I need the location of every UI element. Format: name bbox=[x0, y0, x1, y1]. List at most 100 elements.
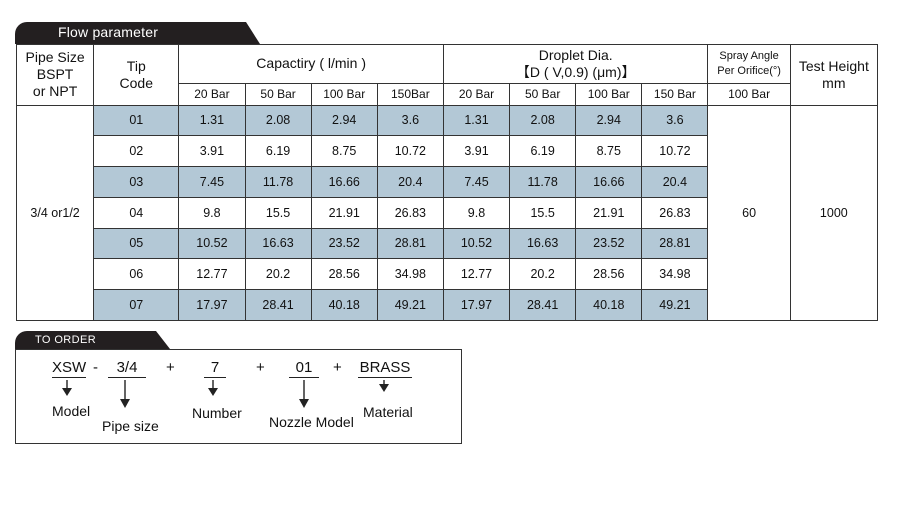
arrow-down-icon bbox=[120, 380, 130, 408]
table-cell: 23.52 bbox=[310, 227, 378, 260]
table-cell: 28.81 bbox=[641, 227, 709, 260]
flow-parameter-tab: Flow parameter bbox=[15, 22, 260, 44]
flow-parameter-title: Flow parameter bbox=[58, 24, 159, 40]
pipe-size-label: Pipe size bbox=[102, 418, 159, 434]
table-cell: 20.4 bbox=[641, 166, 709, 198]
pressure-header: 50 Bar bbox=[244, 82, 312, 106]
tip-code-cell: 02 bbox=[93, 135, 180, 168]
table-cell: 26.83 bbox=[376, 196, 444, 229]
tip-code-header: Tip Code bbox=[93, 44, 180, 106]
plus-sign: + bbox=[166, 359, 175, 376]
table-cell: 40.18 bbox=[310, 289, 378, 321]
table-cell: 10.52 bbox=[442, 227, 511, 260]
table-cell: 3.6 bbox=[641, 104, 709, 137]
table-cell: 6.19 bbox=[509, 135, 577, 168]
table-cell: 21.91 bbox=[310, 196, 378, 229]
table-row: 03 7.45 11.78 16.66 20.4 7.45 11.78 16.6… bbox=[17, 166, 878, 198]
pipe-size-value: 3/4 or1/2 bbox=[15, 104, 95, 322]
plus-sign: + bbox=[333, 359, 342, 376]
spray-angle-value: 60 bbox=[707, 104, 791, 322]
table-cell: 21.91 bbox=[575, 196, 643, 229]
table-cell: 8.75 bbox=[310, 135, 378, 168]
pipe-size-code: 3/4 bbox=[108, 359, 146, 378]
table-row: 02 3.91 6.19 8.75 10.72 3.91 6.19 8.75 1… bbox=[17, 135, 878, 168]
table-cell: 12.77 bbox=[178, 258, 246, 291]
table-cell: 12.77 bbox=[442, 258, 511, 291]
to-order-tab: TO ORDER bbox=[15, 331, 170, 349]
table-cell: 16.63 bbox=[509, 227, 577, 260]
table-cell: 9.8 bbox=[442, 196, 511, 229]
pressure-header: 100 Bar bbox=[575, 82, 643, 106]
table-row: 3/4 or1/2 01 1.31 2.08 2.94 3.6 1.31 2.0… bbox=[15, 104, 879, 322]
table-cell: 15.5 bbox=[244, 196, 312, 229]
table-cell: 26.83 bbox=[641, 196, 709, 229]
tip-code-cell: 06 bbox=[93, 258, 180, 291]
table-cell: 10.72 bbox=[641, 135, 709, 168]
table-cell: 20.2 bbox=[244, 258, 312, 291]
table-cell: 17.97 bbox=[442, 289, 511, 321]
flow-parameter-table: Pipe Size BSPT or NPT Tip Code Capactiry… bbox=[15, 44, 879, 322]
tip-code-cell: 01 bbox=[93, 104, 180, 137]
arrow-down-icon bbox=[208, 380, 218, 396]
table-cell: 10.72 bbox=[376, 135, 444, 168]
pressure-header: 150 Bar bbox=[641, 82, 709, 106]
to-order-title: TO ORDER bbox=[35, 334, 97, 346]
code-dash: - bbox=[93, 359, 98, 376]
pressure-header: 20 Bar bbox=[442, 82, 511, 106]
table-cell: 49.21 bbox=[376, 289, 444, 321]
table-cell: 7.45 bbox=[178, 166, 246, 198]
test-height-header: Test Height mm bbox=[789, 44, 879, 106]
order-code-box: XSW - 3/4 + 7 + 01 + BRASS Model Pipe si… bbox=[15, 349, 462, 444]
material-label: Material bbox=[363, 404, 413, 420]
table-cell: 11.78 bbox=[244, 166, 312, 198]
table-cell: 40.18 bbox=[575, 289, 643, 321]
table-cell: 28.56 bbox=[310, 258, 378, 291]
number-code: 7 bbox=[204, 359, 226, 378]
plus-sign: + bbox=[256, 359, 265, 376]
table-cell: 9.8 bbox=[178, 196, 246, 229]
table-cell: 1.31 bbox=[442, 104, 511, 137]
table-cell: 28.41 bbox=[509, 289, 577, 321]
table-cell: 17.97 bbox=[178, 289, 246, 321]
table-cell: 49.21 bbox=[641, 289, 709, 321]
table-cell: 34.98 bbox=[641, 258, 709, 291]
arrow-down-icon bbox=[379, 380, 389, 392]
table-cell: 20.2 bbox=[509, 258, 577, 291]
nozzle-code: 01 bbox=[289, 359, 319, 378]
table-cell: 3.91 bbox=[178, 135, 246, 168]
tip-code-cell: 07 bbox=[93, 289, 180, 321]
model-label: Model bbox=[52, 403, 91, 419]
table-row: 06 12.77 20.2 28.56 34.98 12.77 20.2 28.… bbox=[17, 258, 878, 291]
table-cell: 3.6 bbox=[376, 104, 444, 137]
material-code: BRASS bbox=[358, 359, 412, 378]
table-cell: 15.5 bbox=[509, 196, 577, 229]
number-label: Number bbox=[192, 405, 242, 421]
table-cell: 7.45 bbox=[442, 166, 511, 198]
capacity-header: Capactiry ( l/min ) bbox=[178, 44, 444, 84]
arrow-down-icon bbox=[62, 380, 72, 396]
nozzle-model-label: Nozzle Model bbox=[269, 414, 354, 430]
pressure-header: 100 Bar bbox=[310, 82, 378, 106]
table-cell: 2.08 bbox=[244, 104, 312, 137]
table-cell: 1.31 bbox=[178, 104, 246, 137]
table-row: 07 17.97 28.41 40.18 49.21 17.97 28.41 4… bbox=[17, 289, 878, 321]
pipe-size-header: Pipe Size BSPT or NPT bbox=[15, 44, 95, 106]
table-cell: 28.41 bbox=[244, 289, 312, 321]
test-height-value: 1000 bbox=[789, 104, 879, 322]
table-cell: 11.78 bbox=[509, 166, 577, 198]
table-cell: 16.63 bbox=[244, 227, 312, 260]
arrow-down-icon bbox=[299, 380, 309, 408]
table-cell: 23.52 bbox=[575, 227, 643, 260]
tip-code-cell: 05 bbox=[93, 227, 180, 260]
tip-code-cell: 03 bbox=[93, 166, 180, 198]
tip-code-cell: 04 bbox=[93, 196, 180, 229]
pressure-header: 50 Bar bbox=[509, 82, 577, 106]
table-cell: 16.66 bbox=[575, 166, 643, 198]
table-cell: 8.75 bbox=[575, 135, 643, 168]
table-cell: 2.08 bbox=[509, 104, 577, 137]
table-cell: 2.94 bbox=[575, 104, 643, 137]
table-cell: 2.94 bbox=[310, 104, 378, 137]
table-cell: 6.19 bbox=[244, 135, 312, 168]
pressure-header: 100 Bar bbox=[707, 82, 791, 106]
pressure-header: 150Bar bbox=[376, 82, 444, 106]
